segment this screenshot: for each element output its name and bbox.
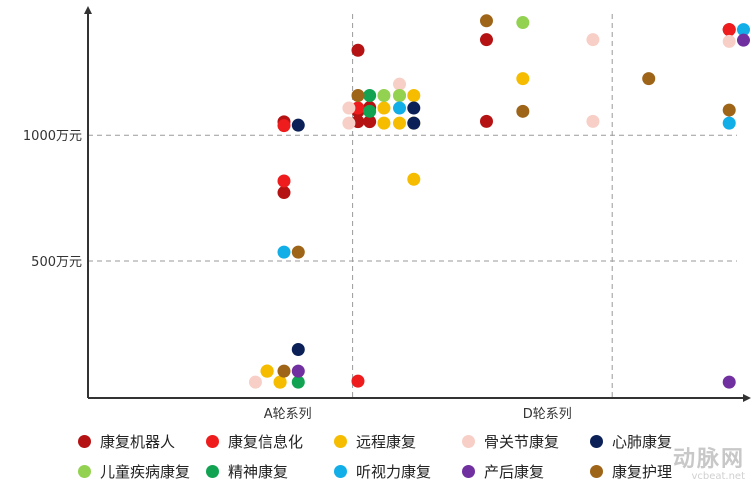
legend-item: 儿童疾病康复 <box>78 460 190 482</box>
data-point <box>407 101 421 115</box>
data-point <box>516 72 530 86</box>
legend-label: 骨关节康复 <box>484 432 560 451</box>
data-point <box>377 88 391 102</box>
data-point <box>516 104 530 118</box>
data-point <box>351 101 365 115</box>
data-point <box>277 174 291 188</box>
watermark-logo-mark: 动脉网 <box>672 447 745 472</box>
legend-item: 精神康复 <box>206 460 288 482</box>
y-tick-label: 1000万元 <box>23 129 82 144</box>
data-point-layer <box>248 14 750 389</box>
legend-item: 产后康复 <box>462 460 544 482</box>
data-point <box>377 116 391 130</box>
data-point <box>393 77 407 91</box>
scatter-chart: 500万元 1000万元 A轮系列 D轮系列 <box>23 6 751 422</box>
data-point <box>363 104 377 118</box>
x-axis-arrow <box>743 394 751 402</box>
data-point <box>342 101 356 115</box>
data-point <box>363 88 377 102</box>
data-point <box>351 43 365 57</box>
legend-item: 听视力康复 <box>334 460 431 482</box>
tick-label-layer: 500万元 1000万元 A轮系列 D轮系列 <box>23 129 572 422</box>
legend-item: 心肺康复 <box>590 430 672 452</box>
legend-marker <box>206 434 219 448</box>
y-axis-arrow <box>84 6 92 14</box>
data-point <box>291 375 305 389</box>
y-tick-label: 500万元 <box>31 255 82 270</box>
data-point <box>291 118 305 132</box>
legend-marker <box>462 464 475 478</box>
legend-label: 康复机器人 <box>100 432 176 451</box>
grid-layer <box>88 14 737 398</box>
data-point <box>393 116 407 130</box>
data-point <box>291 364 305 378</box>
data-point <box>248 375 262 389</box>
legend-item: 康复机器人 <box>78 430 175 452</box>
data-point <box>277 119 291 133</box>
legend-label: 听视力康复 <box>356 462 432 481</box>
data-point <box>642 72 656 86</box>
data-point <box>586 33 600 47</box>
data-point <box>260 364 274 378</box>
data-point <box>351 374 365 388</box>
legend-label: 产后康复 <box>484 462 545 481</box>
watermark-logo-domain: vcbeat.net <box>691 471 745 482</box>
legend-item: 远程康复 <box>334 430 416 452</box>
data-point <box>363 115 377 129</box>
legend-marker <box>78 464 91 478</box>
legend-label: 远程康复 <box>356 432 417 451</box>
data-point <box>407 88 421 102</box>
legend-item: 康复护理 <box>590 460 672 482</box>
data-point <box>722 34 736 48</box>
legend-label: 心肺康复 <box>612 432 673 451</box>
data-point <box>277 186 291 200</box>
data-point <box>291 245 305 259</box>
data-point <box>351 88 365 102</box>
legend: 康复机器人 康复信息化 远程康复 骨关节康复 心肺康复儿童疾病康复 精神康复 听视力康复 产后… <box>78 430 738 490</box>
data-point <box>393 101 407 115</box>
x-tick-label: D轮系列 <box>523 407 572 422</box>
data-point <box>291 342 305 356</box>
data-point <box>342 116 356 130</box>
data-point <box>722 375 736 389</box>
legend-label: 康复信息化 <box>228 432 304 451</box>
legend-marker <box>462 434 475 448</box>
legend-label: 康复护理 <box>612 462 673 481</box>
data-point <box>377 101 391 115</box>
legend-marker <box>590 434 603 448</box>
data-point <box>479 33 493 47</box>
legend-marker <box>334 434 347 448</box>
data-point <box>722 103 736 117</box>
data-point <box>407 116 421 130</box>
watermark-logo: 动脉网 vcbeat.net <box>672 447 745 483</box>
x-tick-label: A轮系列 <box>264 407 312 422</box>
data-point <box>736 33 750 47</box>
data-point <box>273 375 287 389</box>
legend-marker <box>78 434 91 448</box>
data-point <box>736 23 750 37</box>
legend-item: 骨关节康复 <box>462 430 559 452</box>
data-point <box>393 88 407 102</box>
data-point <box>479 14 493 28</box>
data-point <box>277 245 291 259</box>
legend-marker <box>334 464 347 478</box>
legend-item: 康复信息化 <box>206 430 303 452</box>
data-point <box>277 364 291 378</box>
data-point <box>479 114 493 128</box>
legend-marker <box>206 464 219 478</box>
axis-layer <box>84 6 751 402</box>
data-point <box>516 16 530 30</box>
data-point <box>722 116 736 130</box>
legend-label: 儿童疾病康复 <box>100 462 191 481</box>
legend-marker <box>590 464 603 478</box>
legend-label: 精神康复 <box>228 462 289 481</box>
data-point <box>586 114 600 128</box>
data-point <box>722 23 736 37</box>
data-point <box>407 172 421 186</box>
